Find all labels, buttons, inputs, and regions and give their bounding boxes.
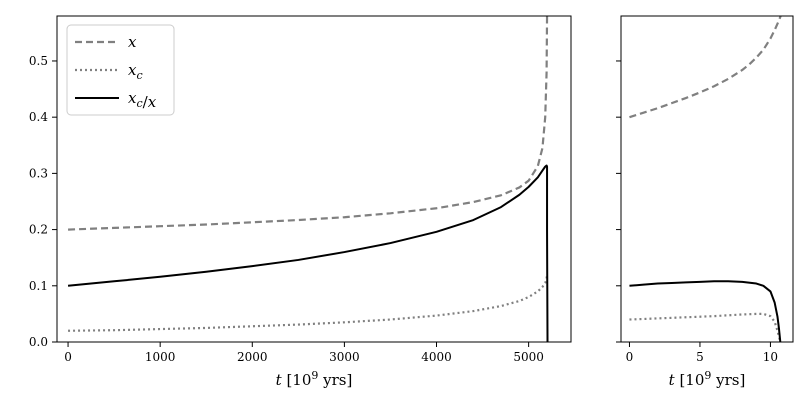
x-tick-label: 3000 xyxy=(329,350,360,364)
legend-box xyxy=(66,24,175,116)
y-tick-label: 0.5 xyxy=(29,54,48,68)
legend-entry: xc/x xyxy=(128,89,157,111)
y-tick-label: 0.0 xyxy=(29,335,48,349)
series-line-x xyxy=(629,16,782,119)
y-tick-label: 0.1 xyxy=(29,279,48,293)
y-tick-label: 0.3 xyxy=(29,166,48,180)
series-line-x-c xyxy=(629,312,782,342)
x-axis-label: t [109 yrs] xyxy=(276,369,353,389)
legend-entry: x xyxy=(128,33,137,51)
y-tick-label: 0.4 xyxy=(29,110,48,124)
plot-frame xyxy=(56,15,572,343)
left-panel: 0 1000 2000 3000 4000 5000 0.0 0.1 0.2 0.3 0.4 0.5 t… xyxy=(29,15,572,389)
x-tick-label: 1000 xyxy=(145,350,176,364)
series-line-x-c-over-x xyxy=(67,164,549,342)
x-tick-label: 0 xyxy=(64,350,72,364)
series-line-x-c xyxy=(68,273,549,332)
plot-frame xyxy=(620,15,794,343)
legend-entry: xc xyxy=(128,61,143,82)
x-tick-label: 10 xyxy=(763,350,778,364)
x-tick-label: 2000 xyxy=(237,350,268,364)
x-tick-label: 5 xyxy=(696,350,704,364)
x-axis-label: t [109 yrs] xyxy=(669,369,746,389)
x-tick-label: 5000 xyxy=(513,350,544,364)
series-line-x xyxy=(68,16,549,231)
right-panel: 0 5 10 t [109 yrs] xyxy=(616,15,794,389)
legend: x xc xc/x xyxy=(66,24,175,116)
x-tick-label: 0 xyxy=(626,350,634,364)
y-tick-label: 0.2 xyxy=(29,223,48,237)
series-line-x-c-over-x xyxy=(629,280,782,342)
x-tick-label: 4000 xyxy=(421,350,452,364)
